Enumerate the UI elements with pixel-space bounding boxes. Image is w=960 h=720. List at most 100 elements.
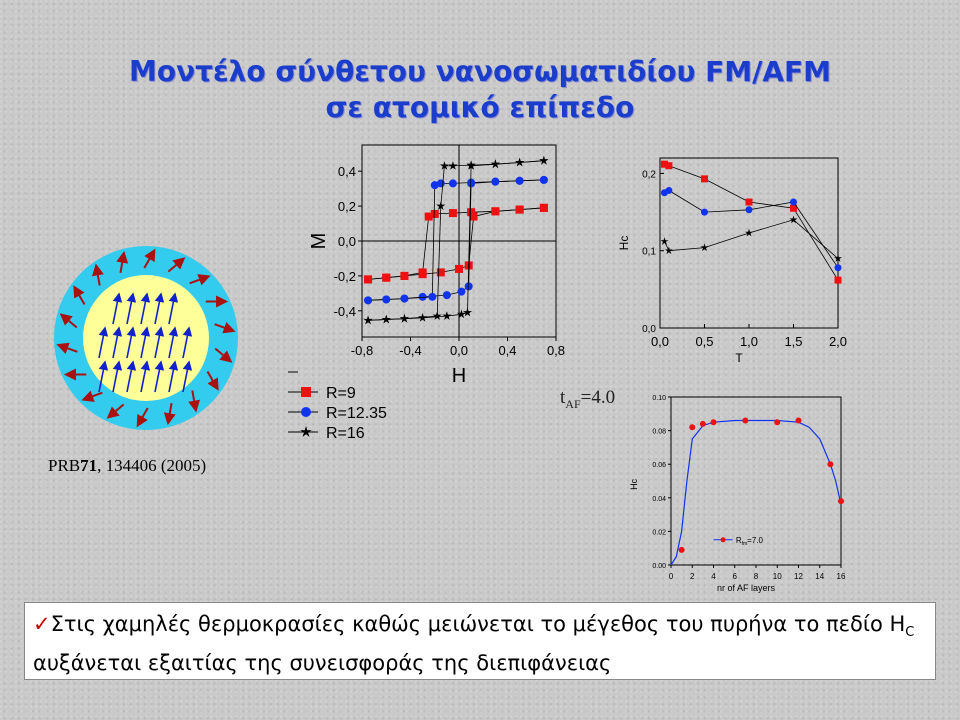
hysteresis-point [363,315,373,325]
hc-vs-t-plot: 0,0 0,5 1,0 1,5 2,0 0,0 0,1 0,2 T Hc [617,157,847,365]
slide-title-line1: Μοντέλο σύνθετου νανοσωματιδίου FM/AFM [129,55,831,88]
hysteresis-point [442,291,451,300]
hct-line [664,219,839,259]
hysteresis-point [448,179,457,188]
hct-series [660,186,842,272]
y-tick-label: 0,0 [338,234,356,249]
x-tick-label: 1,5 [784,334,802,349]
y-tick-label: 0,4 [338,164,356,179]
hct-point [745,228,753,237]
x-tick-label: 4 [711,572,716,581]
hysteresis-point [490,159,500,169]
x-tick-label: 2 [690,572,695,581]
x-tick-label: 16 [837,572,846,581]
legend-marker [301,387,311,397]
hysteresis-point [467,178,476,187]
hcl-point [774,419,781,426]
hct-point [701,175,708,183]
hct-point [660,237,669,245]
x-tick-label: 0,8 [547,343,565,358]
y-axis-label: Hc [617,236,631,251]
reference-citation: PRB71, 134406 (2005) [48,456,207,475]
hcl-point [827,461,834,468]
legend-marker [301,407,311,417]
legend-label: R=12.35 [326,405,387,422]
hysteresis-plot: -0,8 -0,4 0,0 0,4 0,8-0,4-0,20,00,20,4HMR=9R… [288,144,565,442]
hcl-point [742,417,749,424]
hysteresis-legend: R=9 R=12.35 R=16 [288,371,387,442]
hct-point [665,186,673,194]
hysteresis-point [448,161,458,170]
hc-vs-layers-plot: 0 2 4 6 8 10 12 14 16 0.00 0.02 0.04 0.06 0.08 0.10 nr … [629,395,846,593]
x-axis-label: T [735,351,743,365]
legend-marker [300,426,312,437]
y-axis-label: Hc [629,478,639,489]
hysteresis-point [424,212,433,221]
slide-title-line2: σε ατομικό επίπεδο [325,91,635,124]
hcl-point [838,498,844,505]
hct-point [834,264,842,272]
hysteresis-point [436,201,446,210]
hct-point [790,204,797,212]
x-axis-label: H [452,365,466,387]
hysteresis-point [442,311,452,320]
y-tick-label: 0,2 [338,199,356,214]
x-tick-label: 0 [669,572,674,581]
x-tick-label: 14 [815,572,824,581]
y-tick-label: 0,1 [642,247,656,258]
y-axis-label: M [308,233,330,250]
hct-point [790,198,797,206]
hcl-point [710,419,717,426]
hct-point [834,254,842,262]
hysteresis-point [515,176,524,185]
hysteresis-point [455,264,463,273]
check-icon: ✓ [33,612,51,636]
hysteresis-point [539,175,548,184]
hysteresis-point [457,287,466,296]
x-tick-label: 12 [794,572,803,581]
hysteresis-point [399,313,409,323]
x-tick-label: 1,0 [740,334,758,349]
hysteresis-series [364,175,548,305]
hcl-point [699,420,706,427]
legend-label: R=9 [326,385,356,402]
hcl-legend-marker [720,537,726,543]
hct-point [664,246,673,255]
hct-point [745,198,753,206]
hcl-point [678,546,685,553]
hysteresis-point [467,208,476,217]
hct-series [660,215,842,262]
y-tick-label: 0.02 [652,529,666,536]
hcl-point [795,417,802,424]
hysteresis-point [491,207,500,216]
hysteresis-series [364,203,548,284]
hysteresis-series [363,155,549,325]
y-tick-label: 0.06 [652,462,666,469]
hysteresis-point [382,273,391,282]
y-tick-label: 0,0 [642,324,656,335]
y-tick-label: 0.10 [652,395,666,402]
hysteresis-point [539,155,549,165]
t-af-label: tAF=4.0 [560,387,616,411]
hysteresis-point [539,203,548,212]
hct-point [701,208,708,216]
hct-frame [659,157,839,329]
y-tick-label: 0.08 [652,429,666,436]
conclusion-note: ✓Στις χαμηλές θερμοκρασίες καθώς μειώνετ… [24,602,936,680]
hct-point [834,276,842,284]
hct-line [664,163,839,281]
hysteresis-point [469,212,478,221]
hysteresis-point [364,296,373,305]
hysteresis-point [515,205,524,214]
x-tick-label: 0,5 [695,334,713,349]
hct-point [700,243,709,251]
hysteresis-point [432,311,442,320]
x-tick-label: 10 [773,572,782,581]
y-tick-label: 0.04 [652,496,666,503]
hysteresis-point [464,282,473,291]
x-tick-label: -0,8 [351,343,373,358]
y-tick-label: -0,2 [334,269,356,284]
hysteresis-point [364,275,373,284]
y-tick-label: 0.00 [652,563,666,570]
